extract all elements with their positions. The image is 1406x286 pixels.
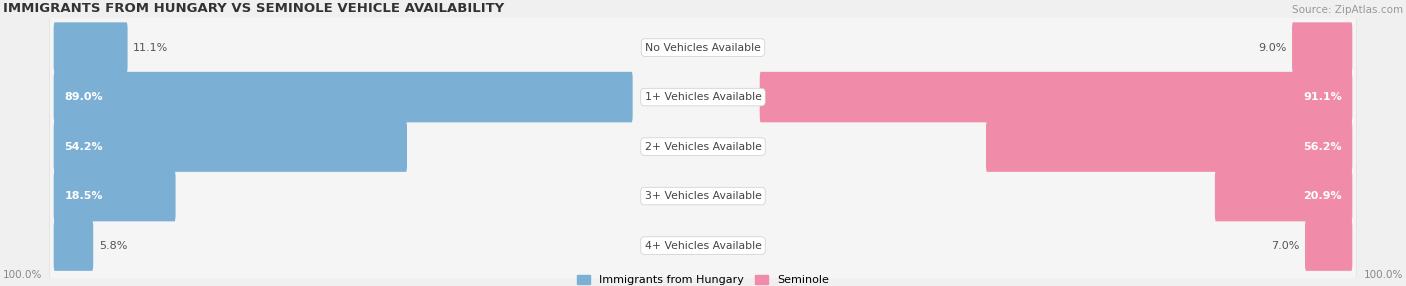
FancyBboxPatch shape bbox=[53, 220, 93, 271]
Text: 5.8%: 5.8% bbox=[98, 241, 127, 251]
FancyBboxPatch shape bbox=[759, 72, 1353, 122]
Text: 20.9%: 20.9% bbox=[1303, 191, 1341, 201]
FancyBboxPatch shape bbox=[49, 59, 1357, 135]
Text: 4+ Vehicles Available: 4+ Vehicles Available bbox=[644, 241, 762, 251]
Text: 100.0%: 100.0% bbox=[1364, 270, 1403, 280]
FancyBboxPatch shape bbox=[49, 158, 1357, 234]
Text: 7.0%: 7.0% bbox=[1271, 241, 1299, 251]
FancyBboxPatch shape bbox=[49, 61, 1357, 133]
Text: 89.0%: 89.0% bbox=[65, 92, 103, 102]
Text: IMMIGRANTS FROM HUNGARY VS SEMINOLE VEHICLE AVAILABILITY: IMMIGRANTS FROM HUNGARY VS SEMINOLE VEHI… bbox=[3, 2, 503, 15]
Text: 1+ Vehicles Available: 1+ Vehicles Available bbox=[644, 92, 762, 102]
Text: 18.5%: 18.5% bbox=[65, 191, 103, 201]
FancyBboxPatch shape bbox=[49, 160, 1357, 232]
Text: 11.1%: 11.1% bbox=[134, 43, 169, 53]
FancyBboxPatch shape bbox=[49, 12, 1357, 83]
FancyBboxPatch shape bbox=[53, 171, 176, 221]
FancyBboxPatch shape bbox=[1292, 22, 1353, 73]
FancyBboxPatch shape bbox=[49, 210, 1357, 281]
FancyBboxPatch shape bbox=[1215, 171, 1353, 221]
Text: 2+ Vehicles Available: 2+ Vehicles Available bbox=[644, 142, 762, 152]
FancyBboxPatch shape bbox=[49, 207, 1357, 284]
Legend: Immigrants from Hungary, Seminole: Immigrants from Hungary, Seminole bbox=[576, 275, 830, 285]
Text: 3+ Vehicles Available: 3+ Vehicles Available bbox=[644, 191, 762, 201]
FancyBboxPatch shape bbox=[1305, 220, 1353, 271]
Text: 54.2%: 54.2% bbox=[65, 142, 103, 152]
Text: Source: ZipAtlas.com: Source: ZipAtlas.com bbox=[1292, 5, 1403, 15]
FancyBboxPatch shape bbox=[53, 121, 406, 172]
FancyBboxPatch shape bbox=[49, 108, 1357, 185]
FancyBboxPatch shape bbox=[53, 22, 128, 73]
Text: 91.1%: 91.1% bbox=[1303, 92, 1341, 102]
FancyBboxPatch shape bbox=[986, 121, 1353, 172]
FancyBboxPatch shape bbox=[49, 111, 1357, 182]
Text: 9.0%: 9.0% bbox=[1258, 43, 1286, 53]
FancyBboxPatch shape bbox=[49, 9, 1357, 86]
Text: No Vehicles Available: No Vehicles Available bbox=[645, 43, 761, 53]
Text: 56.2%: 56.2% bbox=[1303, 142, 1341, 152]
Text: 100.0%: 100.0% bbox=[3, 270, 42, 280]
FancyBboxPatch shape bbox=[53, 72, 633, 122]
